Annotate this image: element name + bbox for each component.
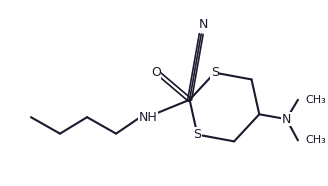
- Text: CH₃: CH₃: [306, 135, 326, 145]
- Text: S: S: [211, 66, 219, 79]
- Text: O: O: [151, 66, 161, 79]
- Text: CH₃: CH₃: [306, 95, 326, 105]
- Text: N: N: [198, 18, 208, 31]
- Text: S: S: [193, 128, 201, 141]
- Text: N: N: [282, 113, 291, 126]
- Text: NH: NH: [139, 111, 157, 124]
